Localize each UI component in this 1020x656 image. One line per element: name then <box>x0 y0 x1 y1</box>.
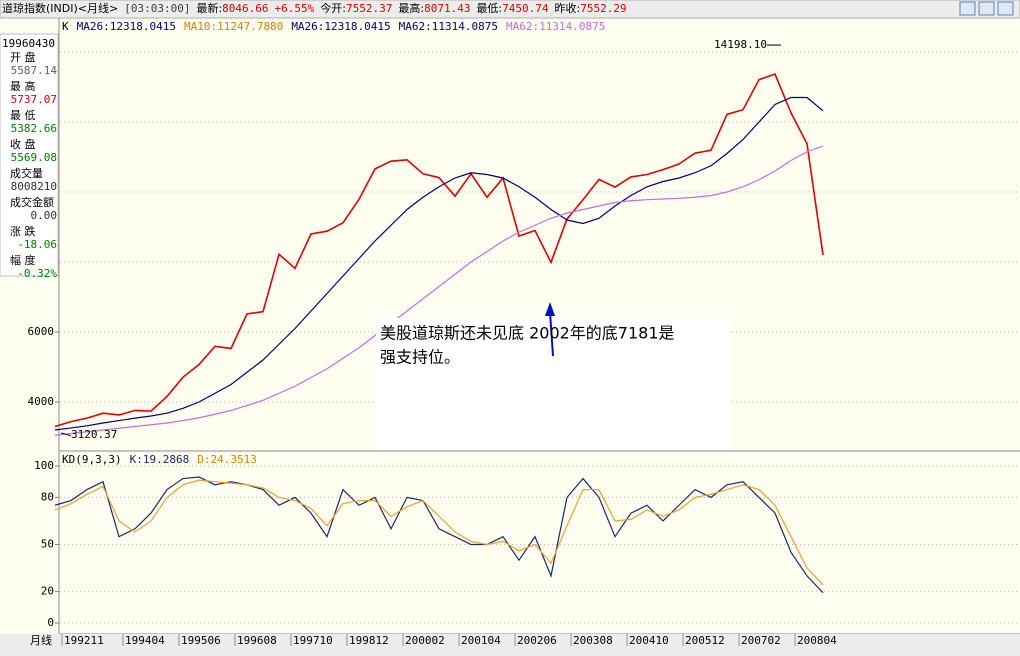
x-tick-label: 200002 <box>405 634 445 647</box>
annotation: 美股道琼斯还未见底 2002年的底7181是 <box>380 324 675 343</box>
header-text: 7450.74 <box>502 2 549 15</box>
header-text: 8071.43 <box>424 2 470 15</box>
x-tick-label: 200410 <box>629 634 669 647</box>
y-tick-label: 80 <box>41 490 54 503</box>
legend-entry: MA10:11247.7880 <box>184 20 283 33</box>
x-tick-label: 199710 <box>293 634 333 647</box>
high-label: 14198.10 <box>714 38 767 51</box>
info-value: 5382.66 <box>11 122 57 135</box>
info-label: 涨 跌 <box>10 224 36 238</box>
series-line <box>54 73 824 428</box>
nav-button[interactable] <box>978 1 995 16</box>
x-tick-label: 200206 <box>517 634 557 647</box>
low-marker <box>60 432 72 437</box>
x-tick-label: 199608 <box>237 634 277 647</box>
x-tick-label: 200308 <box>573 634 613 647</box>
x-tick-label: 199404 <box>125 634 165 647</box>
series-line <box>54 476 824 594</box>
legend-entry: MA62:11314.0875 <box>506 20 605 33</box>
info-value: -0.32% <box>17 267 57 280</box>
header-text: 8046.66 <box>222 2 268 15</box>
info-label: 最 低 <box>10 109 36 122</box>
y-tick-label: 4000 <box>28 395 55 408</box>
x-axis-label: 月线 <box>30 633 52 647</box>
legend-entry: MA26:12318.0415 <box>77 20 176 33</box>
header-text: 7552.37 <box>346 2 392 15</box>
x-tick-label: 200804 <box>797 634 837 647</box>
series-line <box>54 145 824 436</box>
info-label: 开 盘 <box>10 50 36 64</box>
header-text: 最高: <box>398 1 424 15</box>
info-label: 收 盘 <box>10 137 36 151</box>
info-label: 成交金额 <box>10 195 54 209</box>
y-tick-label: 0 <box>47 616 54 629</box>
overlay: 道琼指数(INDI)<月线> [03:03:00] 最新: 8046.66 +6.55%… <box>2 1 627 280</box>
nav-button[interactable] <box>997 1 1014 16</box>
arrow-head <box>545 302 555 316</box>
x-tick-label: 200702 <box>741 634 781 647</box>
x-tick-label: 200512 <box>685 634 725 647</box>
low-label: 3120.37 <box>71 428 117 441</box>
info-value: -18.06 <box>17 238 57 251</box>
y-tick-label: 50 <box>41 538 54 551</box>
legend-entry: MA62:11314.0875 <box>399 20 498 33</box>
header-text: [03:03:00] <box>124 2 190 15</box>
info-value: 5569.08 <box>11 151 57 164</box>
legend-entry: K:19.2868 <box>130 453 190 466</box>
header-text: +6.55% <box>275 2 315 15</box>
header-text: 道琼指数(INDI)<月线> <box>2 1 118 15</box>
header-text: 最新: <box>196 1 222 15</box>
info-label: 幅 度 <box>10 253 36 267</box>
y-tick-label: 20 <box>41 585 54 598</box>
info-label: 最 高 <box>10 79 36 93</box>
annotation: 强支持位。 <box>380 348 460 367</box>
info-date: 19960430 <box>2 37 55 50</box>
nav-button[interactable] <box>959 1 976 16</box>
y-tick-label: 6000 <box>28 325 55 338</box>
x-tick-label: 199506 <box>181 634 221 647</box>
legend-entry: K <box>62 20 69 33</box>
annotation-box <box>376 318 730 450</box>
info-value: 5737.07 <box>11 93 57 106</box>
y-tick-label: 100 <box>34 459 54 472</box>
legend-entry: D:24.3513 <box>197 453 257 466</box>
info-value: 8008210 <box>11 180 57 193</box>
series-line <box>54 479 824 586</box>
info-panel <box>0 33 59 277</box>
x-tick-label: 200104 <box>461 634 501 647</box>
x-tick-label: 199211 <box>64 634 104 647</box>
bottom-bar <box>0 634 1020 656</box>
header-text: 7552.29 <box>580 2 626 15</box>
legend-entry: KD(9,3,3) <box>62 453 122 466</box>
header-text: 今开: <box>320 1 346 15</box>
x-tick-label: 199812 <box>349 634 389 647</box>
top-bar <box>0 0 1020 19</box>
series-line <box>54 96 824 431</box>
info-value: 0.00 <box>31 209 58 222</box>
info-label: 成交量 <box>10 166 43 180</box>
header-text: 最低: <box>476 2 502 15</box>
info-value: 5587.14 <box>11 64 58 77</box>
header-text: 昨收: <box>555 1 581 15</box>
legend-entry: MA26:12318.0415 <box>291 20 390 33</box>
arrow <box>549 311 554 357</box>
